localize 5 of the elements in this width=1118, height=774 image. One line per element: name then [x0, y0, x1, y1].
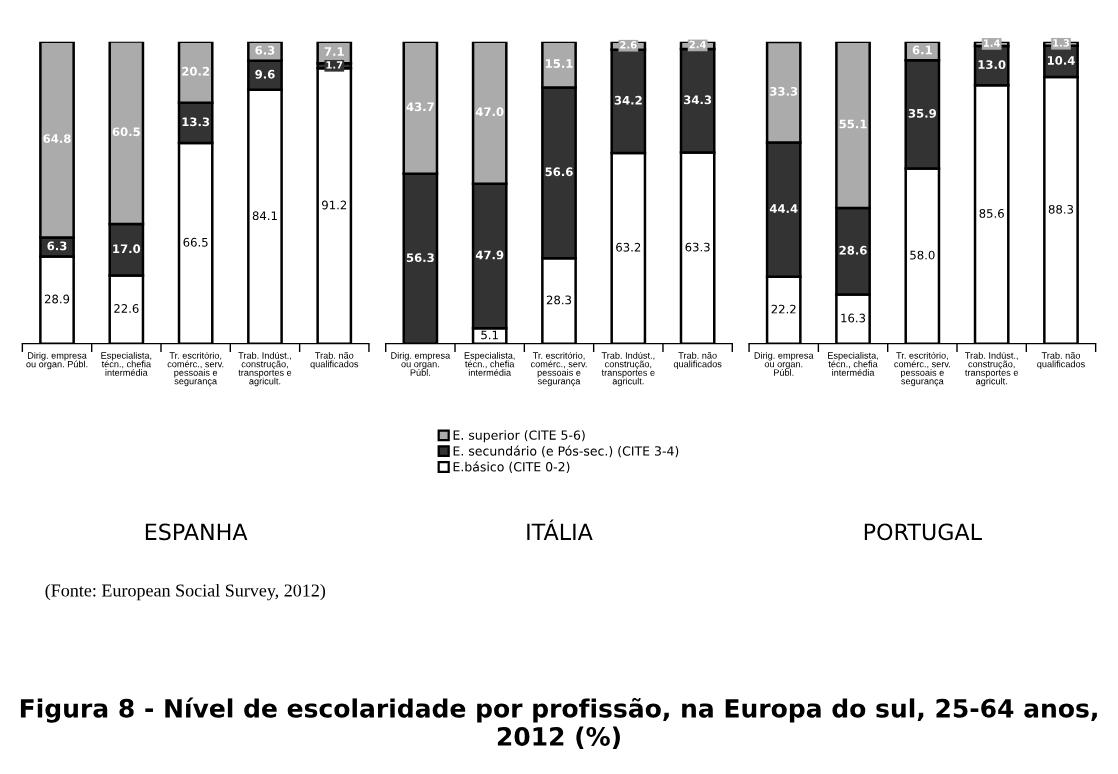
x-axis-title: ITÁLIA — [527, 519, 593, 540]
x-axis-title: ESPANHA — [145, 523, 248, 541]
x-axis-title: PORTUGAL — [864, 523, 982, 541]
text: (Fonte: European Social Survey, 2012) — [45, 583, 326, 601]
text: Figura 8 - Nível de escolaridade por profissão, na Europa do sul, 25-64 anos, 2012 (%) — [20, 697, 1097, 749]
